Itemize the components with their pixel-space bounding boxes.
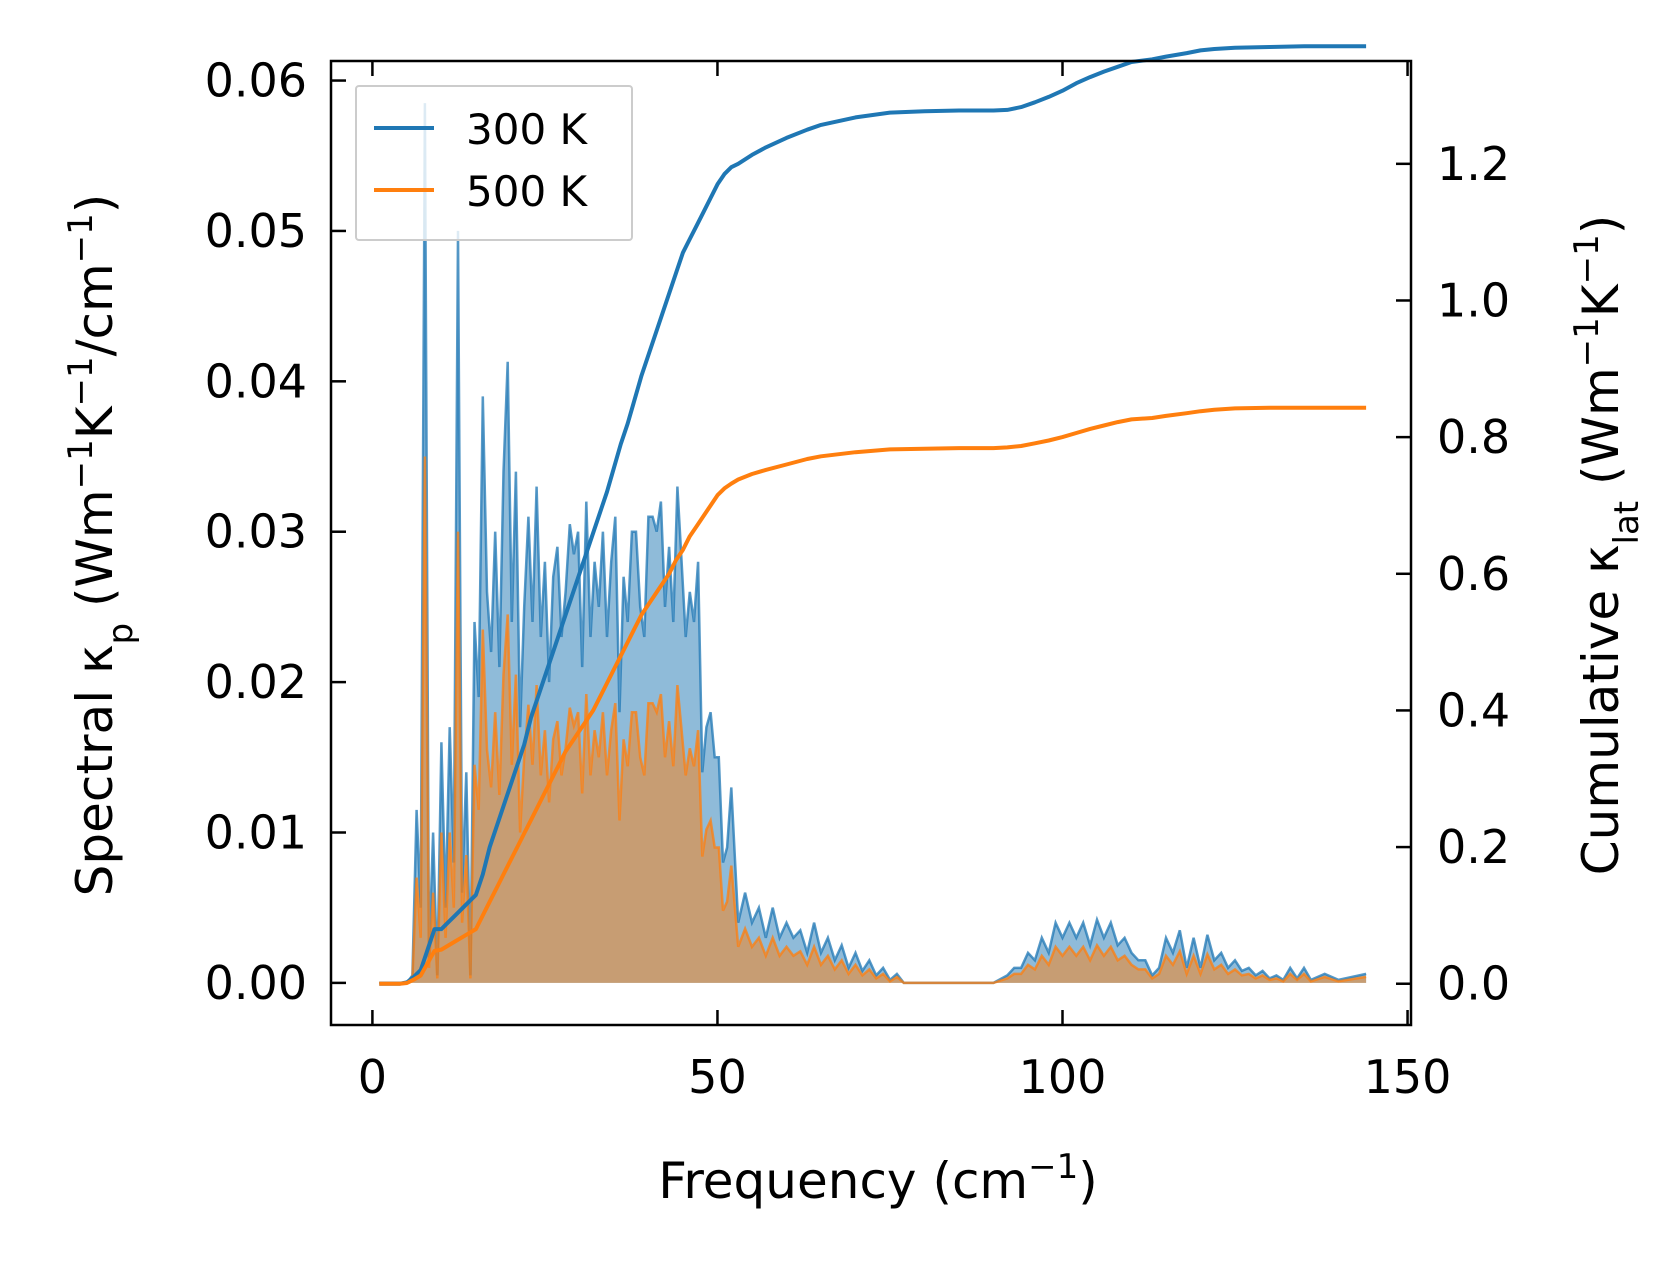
y-left-tick-label: 0.02 [205,655,307,709]
spectral-line-500k [379,456,1367,985]
y-left-tick-label: 0.04 [205,354,307,408]
x-axis-title: Frequency (cm−1) [658,1147,1098,1210]
spectral-areas [379,103,1367,985]
y-right-tick-label: 0.0 [1437,957,1510,1011]
y-right-tick-label: 0.8 [1437,410,1510,464]
x-tick-label: 150 [1364,1050,1452,1104]
x-tick-label: 100 [1019,1050,1107,1104]
y-right-tick-label: 0.4 [1437,683,1510,737]
y-left-tick-label: 0.05 [205,204,307,258]
y-left-axis-ticks: 0.00 0.01 0.02 0.03 0.04 0.05 0.06 [205,54,346,1010]
y-right-tick-label: 1.0 [1437,273,1510,327]
legend-label-300k: 300 K [466,105,589,154]
y-left-tick-label: 0.01 [205,806,307,860]
y-left-tick-label: 0.03 [205,505,307,559]
cumulative-line-500k [379,405,1367,986]
x-tick-label: 0 [358,1050,387,1104]
spectral-line-300k [379,103,1367,985]
y-right-axis-ticks: 0.0 0.2 0.4 0.6 0.8 1.0 1.2 [1396,137,1510,1011]
axes-frame [329,59,1413,1027]
y-right-tick-label: 1.2 [1437,137,1510,191]
y-left-tick-label: 0.00 [205,956,307,1010]
legend: 300 K 500 K [355,85,633,241]
y-left-axis-title: Spectral κp (Wm−1K−1/cm−1) [61,194,141,897]
x-axis-ticks: 0 50 100 150 [358,61,1452,1104]
legend-box [355,85,633,241]
y-right-tick-label: 0.6 [1437,547,1510,601]
cumulative-line-300k [379,44,1367,986]
series-lines [379,44,1367,986]
y-right-axis-title: Cumulative κlat (Wm−1K−1) [1567,215,1647,875]
plot-frame [329,59,1413,1027]
spectral-area-500k [379,456,1367,983]
y-right-tick-label: 0.2 [1437,820,1510,874]
y-left-tick-label: 0.06 [205,54,307,108]
x-tick-label: 50 [688,1050,747,1104]
legend-label-500k: 500 K [466,167,589,216]
